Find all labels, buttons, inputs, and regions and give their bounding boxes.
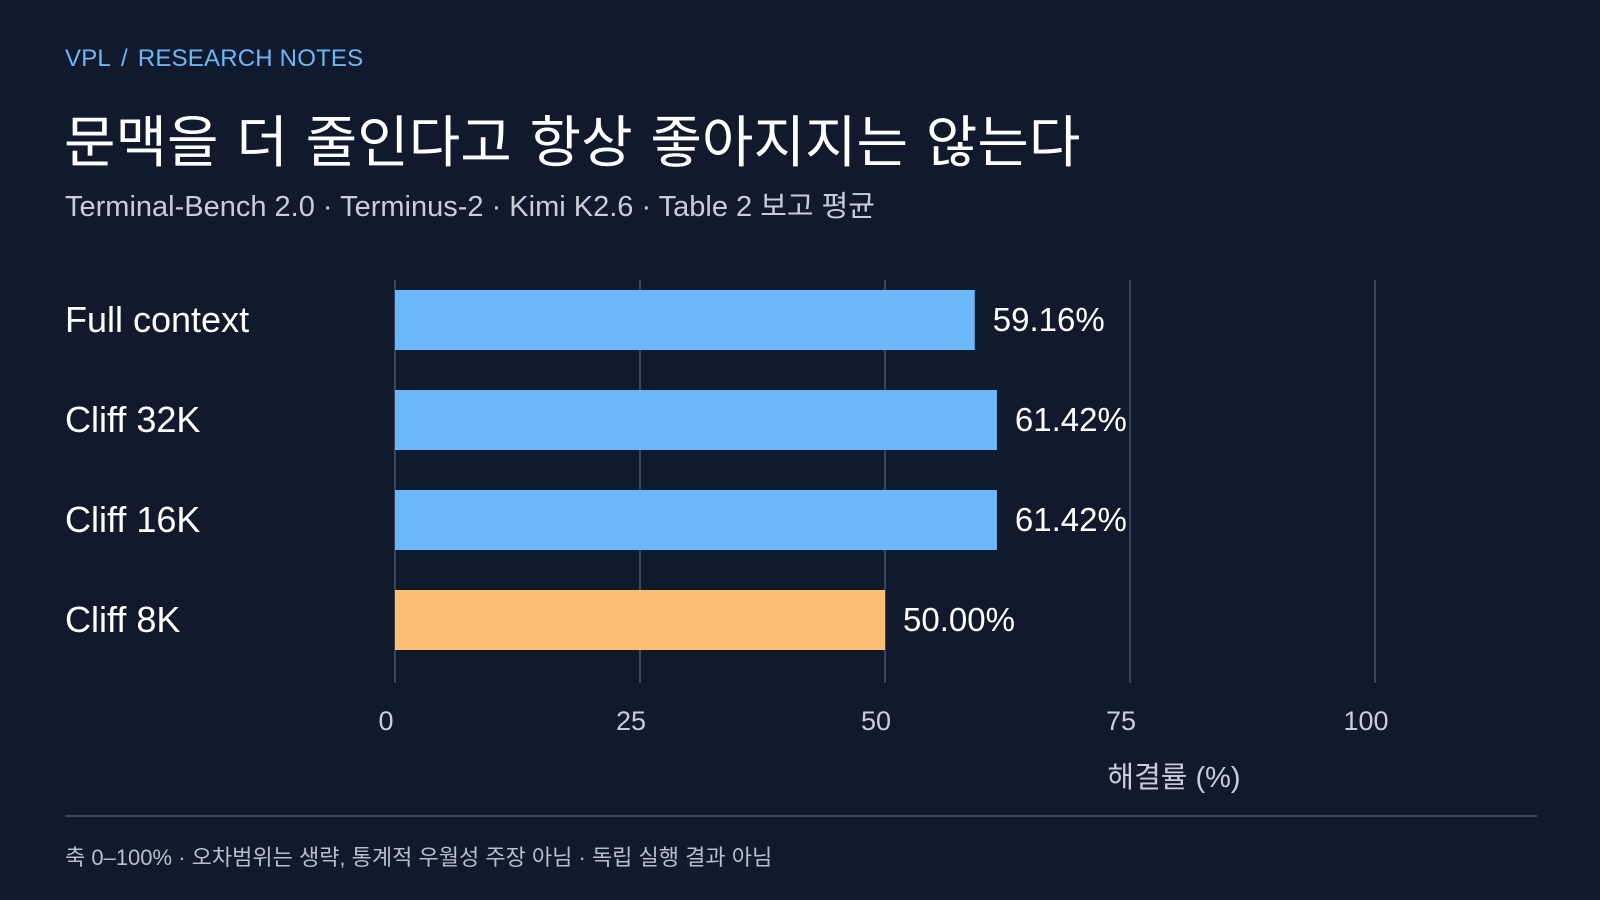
bar [395,490,997,550]
bar [395,290,975,350]
category-labels: Full context Cliff 32K Cliff 16K Cliff 8K [65,299,249,640]
x-tick-label: 100 [1343,706,1388,736]
breadcrumb-separator: / [120,45,128,72]
category-label: Cliff 8K [65,599,180,640]
x-axis-label: 해결률 (%) [1107,762,1240,794]
value-labels: 59.16% 61.42% 61.42% 50.00% [903,301,1127,638]
x-tick-label: 50 [861,706,891,736]
value-label: 61.42% [1015,501,1127,538]
category-label: Full context [65,299,249,340]
breadcrumb-section[interactable]: VPL [65,45,111,72]
x-tick-label: 0 [378,706,393,736]
category-label: Cliff 16K [65,499,200,540]
footer-divider [65,815,1537,817]
value-label: 59.16% [993,301,1105,338]
value-label: 61.42% [1015,401,1127,438]
bar [395,590,885,650]
footnote: 축 0–100% · 오차범위는 생략, 통계적 우월성 주장 아님 · 독립 … [65,845,773,870]
page-title: 문맥을 더 줄인다고 항상 좋아지지는 않는다 [64,111,1081,176]
x-tick-label: 75 [1106,706,1136,736]
category-label: Cliff 32K [65,399,200,440]
x-tick-labels: 0 25 50 75 100 [378,706,1388,736]
page-subtitle: Terminal-Bench 2.0 · Terminus-2 · Kimi K… [65,191,875,223]
bar [395,390,997,450]
x-tick-label: 25 [616,706,646,736]
breadcrumb-page[interactable]: RESEARCH NOTES [137,45,364,72]
bars [395,290,997,650]
breadcrumb: VPL / RESEARCH NOTES [65,45,363,73]
value-label: 50.00% [903,601,1015,638]
